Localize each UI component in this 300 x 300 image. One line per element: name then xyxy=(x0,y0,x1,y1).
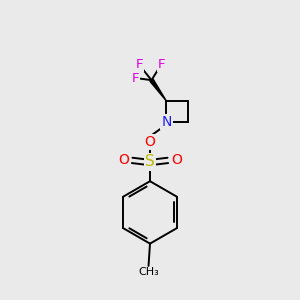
Text: S: S xyxy=(145,154,155,169)
Text: CH₃: CH₃ xyxy=(138,268,159,278)
Text: O: O xyxy=(145,135,155,149)
Text: F: F xyxy=(131,72,139,85)
Text: F: F xyxy=(135,58,143,71)
Polygon shape xyxy=(150,79,166,101)
Text: N: N xyxy=(161,116,172,129)
Text: F: F xyxy=(158,58,166,71)
Text: O: O xyxy=(171,153,182,167)
Text: O: O xyxy=(118,153,129,167)
